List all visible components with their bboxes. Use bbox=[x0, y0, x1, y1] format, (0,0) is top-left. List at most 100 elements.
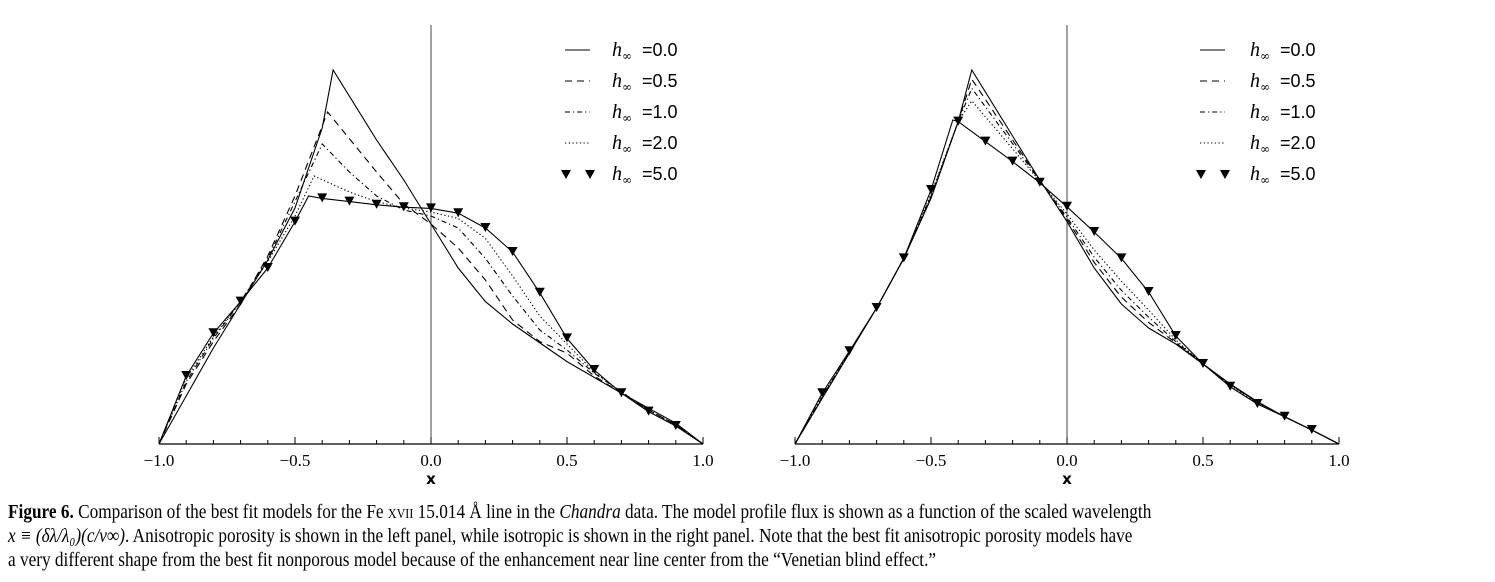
triangle-marker bbox=[235, 296, 246, 306]
legend-value: =0.5 bbox=[642, 71, 678, 91]
caption-text: Comparison of the best fit models for th… bbox=[73, 501, 388, 523]
legend-subscript: ∞ bbox=[1260, 49, 1270, 63]
series-line-solid bbox=[158, 68, 704, 445]
legend-subscript: ∞ bbox=[622, 111, 632, 125]
triangle-marker bbox=[317, 193, 328, 203]
triangle-marker bbox=[1007, 156, 1018, 166]
legend-value: =1.0 bbox=[1280, 102, 1316, 122]
triangle-marker bbox=[290, 216, 300, 226]
caption-text: 15.014 Å line in the bbox=[413, 501, 560, 523]
triangle-marker bbox=[534, 287, 545, 297]
legend-subscript: ∞ bbox=[622, 49, 632, 63]
ion-label: xvii bbox=[387, 501, 414, 523]
legend-triangle-icon bbox=[585, 170, 595, 179]
legend-value: =1.0 bbox=[642, 102, 678, 122]
triangle-marker bbox=[181, 371, 192, 380]
x-tick-label: 0.0 bbox=[420, 451, 441, 470]
series-line-triangles bbox=[794, 119, 1340, 445]
legend-subscript: ∞ bbox=[1260, 80, 1270, 94]
triangle-marker bbox=[1252, 399, 1263, 408]
caption-text: . Anisotropic porosity is shown in the l… bbox=[124, 525, 1133, 547]
triangle-marker bbox=[453, 208, 464, 218]
triangle-marker bbox=[371, 199, 382, 209]
legend-h-symbol: h bbox=[612, 70, 622, 92]
legend-h-symbol: h bbox=[612, 101, 622, 123]
triangle-marker bbox=[1225, 381, 1236, 391]
right-panel-isotropic: −1.0 −0.5 0.0 0.5 1.0xh ∞ =0.0h ∞ =0.5h ∞ =1.0h ∞ =2… bbox=[780, 25, 1350, 488]
x-axis-label: x bbox=[426, 470, 436, 488]
triangle-marker bbox=[589, 365, 600, 374]
legend-h-symbol: h bbox=[1250, 70, 1260, 92]
x-tick-label: −0.5 bbox=[280, 451, 311, 470]
triangle-marker bbox=[616, 388, 627, 398]
triangle-marker bbox=[1143, 287, 1154, 296]
legend-value: =5.0 bbox=[1280, 164, 1316, 184]
legend-value: =2.0 bbox=[1280, 133, 1316, 153]
x-tick-label: 0.0 bbox=[1056, 451, 1077, 470]
x-tick-label: 1.0 bbox=[692, 451, 713, 470]
triangle-marker bbox=[980, 136, 991, 146]
figure-caption: Figure 6. Comparison of the best fit mod… bbox=[8, 500, 1334, 572]
legend-value: =5.0 bbox=[642, 164, 678, 184]
x-tick-label: −0.5 bbox=[916, 451, 947, 470]
legend-h-symbol: h bbox=[612, 132, 622, 154]
caption-line-3: a very different shape from the best fit… bbox=[8, 549, 937, 571]
legend-value: =0.0 bbox=[1280, 40, 1316, 60]
triangle-marker bbox=[817, 388, 828, 398]
legend-h-symbol: h bbox=[1250, 101, 1260, 123]
triangle-marker bbox=[1034, 177, 1045, 187]
triangle-marker bbox=[507, 247, 518, 256]
x-tick-label: −1.0 bbox=[780, 451, 811, 470]
math-formula: x ≡ (δλ/λ₀)(c/v∞) bbox=[8, 525, 125, 547]
legend-subscript: ∞ bbox=[622, 173, 632, 187]
legend-h-symbol: h bbox=[612, 163, 622, 185]
caption-text: data. The model profile flux is shown as… bbox=[620, 501, 1152, 523]
legend-value: =0.0 bbox=[642, 40, 678, 60]
figure: −1.0 −0.5 0.0 0.5 1.0xh ∞ =0.0h ∞ =0.5h ∞ =1.0h ∞ =2… bbox=[144, 25, 1350, 488]
legend-subscript: ∞ bbox=[622, 80, 632, 94]
legend-value: =2.0 bbox=[642, 133, 678, 153]
triangle-marker bbox=[398, 202, 409, 212]
legend-subscript: ∞ bbox=[1260, 142, 1270, 156]
series-line-triangles bbox=[158, 195, 704, 445]
legend-subscript: ∞ bbox=[622, 142, 632, 156]
triangle-marker bbox=[1062, 201, 1072, 211]
left-panel-anisotropic: −1.0 −0.5 0.0 0.5 1.0xh ∞ =0.0h ∞ =0.5h ∞ =1.0h ∞ =2… bbox=[144, 25, 714, 488]
legend-triangle-icon bbox=[1196, 170, 1206, 179]
triangle-marker bbox=[926, 185, 936, 194]
triangle-marker bbox=[844, 346, 855, 356]
figure-label: Figure 6. bbox=[8, 501, 74, 523]
x-axis-label: x bbox=[1062, 470, 1072, 488]
triangle-marker bbox=[562, 333, 572, 343]
legend-subscript: ∞ bbox=[1260, 173, 1270, 187]
triangle-marker bbox=[426, 203, 436, 213]
legend-h-symbol: h bbox=[1250, 39, 1260, 61]
caption-line-1: Figure 6. Comparison of the best fit mod… bbox=[8, 500, 1151, 524]
legend-h-symbol: h bbox=[612, 39, 622, 61]
triangle-marker bbox=[480, 223, 491, 232]
triangle-marker bbox=[344, 196, 355, 206]
triangle-marker bbox=[898, 253, 909, 263]
triangle-marker bbox=[670, 421, 681, 430]
triangle-marker bbox=[953, 116, 964, 126]
x-tick-label: 0.5 bbox=[1192, 451, 1213, 470]
triangle-marker bbox=[1089, 227, 1100, 236]
x-tick-label: 1.0 bbox=[1328, 451, 1349, 470]
triangle-marker bbox=[1170, 331, 1181, 340]
legend-value: =0.5 bbox=[1280, 71, 1316, 91]
triangle-marker bbox=[643, 406, 654, 416]
triangle-marker bbox=[1116, 253, 1127, 263]
mission-name: Chandra bbox=[559, 501, 621, 523]
x-tick-label: 0.5 bbox=[556, 451, 577, 470]
series-line-dashed bbox=[794, 77, 1340, 445]
triangle-marker bbox=[262, 263, 273, 272]
legend-h-symbol: h bbox=[1250, 132, 1260, 154]
triangle-marker bbox=[1198, 359, 1208, 368]
triangle-marker bbox=[1306, 425, 1317, 434]
legend-h-symbol: h bbox=[1250, 163, 1260, 185]
legend-triangle-icon bbox=[1220, 170, 1230, 179]
x-tick-label: −1.0 bbox=[144, 451, 175, 470]
triangle-marker bbox=[871, 303, 882, 312]
triangle-marker bbox=[208, 328, 219, 338]
legend-triangle-icon bbox=[561, 170, 571, 179]
